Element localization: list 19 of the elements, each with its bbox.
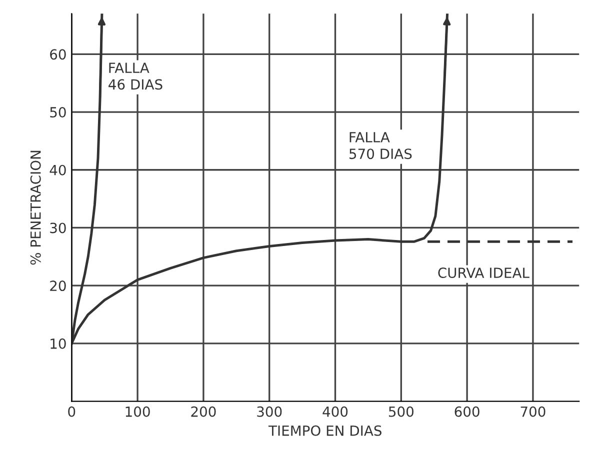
x-tick-label: 600	[454, 406, 480, 417]
y-tick-label: 60	[50, 49, 66, 60]
x-tick-label: 500	[388, 406, 414, 417]
x-tick-label: 100	[126, 406, 150, 417]
text: FALLA 570 DIAS	[350, 132, 412, 160]
y-tick-label: 50	[50, 106, 66, 118]
y-axis-title: % PENETRACION	[30, 150, 41, 265]
x-tick-label: 400	[322, 406, 348, 417]
x-axis-title: TIEMPO EN DIAS	[268, 425, 382, 436]
x-tick-label: 200	[191, 406, 216, 417]
y-tick-label: 10	[50, 338, 66, 349]
x-tick-label: 300	[257, 406, 282, 417]
y-tick-label: 30	[50, 222, 66, 234]
y-tick-label: 40	[50, 164, 66, 176]
x-tick-label: 0	[68, 406, 76, 417]
series-label: FALLA 46 DIAS	[108, 62, 162, 90]
y-tick-label: 20	[50, 280, 66, 292]
x-tick-label: 700	[520, 406, 546, 417]
series-label: CURVA IDEAL	[438, 268, 530, 278]
